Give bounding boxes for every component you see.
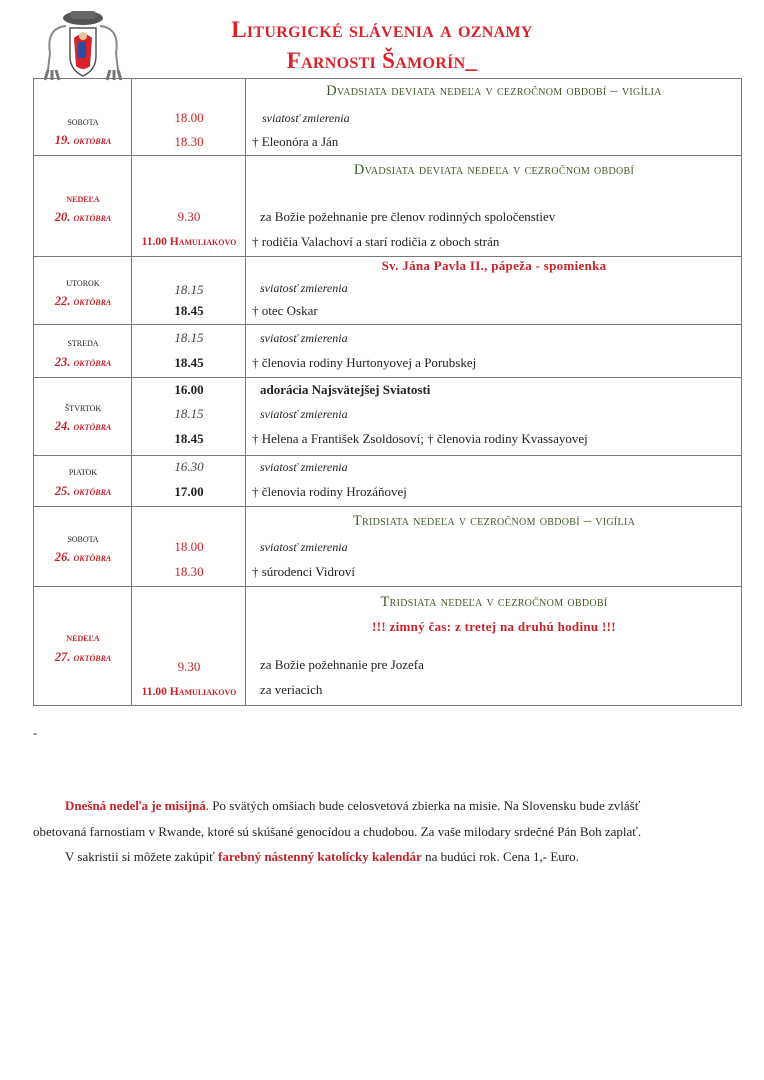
entry-text: † rodičia Valachoví a starí rodičia z ob… xyxy=(252,234,500,249)
table-row: Sv. Jána Pavla II., pápeža - spomienka u… xyxy=(34,257,741,325)
entry-text: sviatosť zmierenia xyxy=(260,331,348,345)
time-place: 11.00 Hamuliakovo xyxy=(141,686,237,698)
table-row: Tridsiata nedeľa v cezročnom období – vi… xyxy=(34,507,741,587)
announcement-1: Dnešná nedeľa je misijná. Po svätých omš… xyxy=(65,798,641,813)
announcement-1-line2: obetovaná farnostiam v Rwande, ktoré sú … xyxy=(33,824,642,839)
table-row: streda 23. októbra 18.15 sviatosť zmiere… xyxy=(34,325,741,378)
date: 25. októbra xyxy=(54,484,112,498)
time: 18.00 xyxy=(174,110,204,125)
page-title-line1: Liturgické slávenia a oznamy xyxy=(231,17,533,42)
entry-text: † súrodenci Vidroví xyxy=(252,564,355,579)
entry-text: sviatosť zmierenia xyxy=(260,540,348,554)
day-name: sobota xyxy=(67,114,99,128)
entry-text: sviatosť zmierenia xyxy=(262,111,350,125)
date: 23. októbra xyxy=(54,355,112,369)
entry-text: sviatosť zmierenia xyxy=(260,460,348,474)
row-heading: Dvadsiata deviata nedeľa v cezročnom obd… xyxy=(353,162,635,178)
time: 16.30 xyxy=(174,459,204,474)
table-row: štvrtok 24. októbra 16.00 adorácia Najsv… xyxy=(34,378,741,456)
entry-text: sviatosť zmierenia xyxy=(260,407,348,421)
row-heading: Tridsiata nedeľa v cezročnom období xyxy=(380,594,608,610)
day-name: streda xyxy=(67,335,99,349)
announcement-2: V sakristii si môžete zakúpiť farebný ná… xyxy=(65,849,579,864)
time: 16.00 xyxy=(174,382,204,397)
row-note: !!! zimný čas: z tretej na druhú hodinu … xyxy=(372,619,616,634)
time-place: 11.00 Hamuliakovo xyxy=(141,236,237,248)
day-name: sobota xyxy=(67,531,99,545)
date: 20. októbra xyxy=(54,210,112,224)
day-name: utorok xyxy=(66,275,100,289)
entry-text: † Eleonóra a Ján xyxy=(252,134,339,149)
day-name: nedeľa xyxy=(66,191,100,205)
row-heading: Sv. Jána Pavla II., pápeža - spomienka xyxy=(381,258,607,273)
date: 19. októbra xyxy=(54,133,112,147)
time: 18.15 xyxy=(174,282,204,297)
entry-text: za veriacich xyxy=(260,682,323,697)
coat-of-arms-logo xyxy=(44,11,122,81)
entry-text: † členovia rodiny Hurtonyovej a Porubske… xyxy=(252,355,477,370)
day-name: štvrtok xyxy=(64,400,102,414)
entry-text: sviatosť zmierenia xyxy=(260,281,348,295)
page-title-line2: Farnosti Šamorín_ xyxy=(286,48,478,73)
time: 18.00 xyxy=(174,539,204,554)
time: 18.45 xyxy=(174,303,204,318)
entry-text: za Božie požehnanie pre Jozefa xyxy=(260,657,424,672)
time: 9.30 xyxy=(177,209,201,224)
entry-text: adorácia Najsvätejšej Sviatosti xyxy=(260,382,431,397)
entry-text: † otec Oskar xyxy=(252,303,318,318)
date: 27. októbra xyxy=(54,650,112,664)
time: 17.00 xyxy=(174,484,204,499)
table-row: Dvadsiata deviata nedeľa v cezročnom obd… xyxy=(34,156,741,257)
entry-text: † Helena a František Zsoldosoví; † členo… xyxy=(252,431,588,446)
time: 18.15 xyxy=(174,330,204,345)
time: 9.30 xyxy=(177,659,201,674)
stray-dash: - xyxy=(33,725,38,740)
row-heading: Dvadsiata deviata nedeľa v cezročnom obd… xyxy=(326,83,662,99)
time: 18.45 xyxy=(174,431,204,446)
time: 18.45 xyxy=(174,355,204,370)
table-row: Dvadsiata deviata nedeľa v cezročnom obd… xyxy=(34,79,741,156)
date: 24. októbra xyxy=(54,419,112,433)
date: 22. októbra xyxy=(54,294,112,308)
day-name: nedeľa xyxy=(66,630,100,644)
day-name: piatok xyxy=(68,464,98,478)
table-row: Tridsiata nedeľa v cezročnom období !!! … xyxy=(34,587,741,706)
schedule-table: Dvadsiata deviata nedeľa v cezročnom obd… xyxy=(33,78,742,706)
entry-text: † členovia rodiny Hrozáňovej xyxy=(252,484,407,499)
time: 18.30 xyxy=(174,134,204,149)
time: 18.30 xyxy=(174,564,204,579)
date: 26. októbra xyxy=(54,550,112,564)
entry-text: za Božie požehnanie pre členov rodinných… xyxy=(260,209,556,224)
time: 18.15 xyxy=(174,406,204,421)
table-row: piatok 25. októbra 16.30 sviatosť zmiere… xyxy=(34,456,741,507)
row-heading: Tridsiata nedeľa v cezročnom období – vi… xyxy=(352,513,636,529)
